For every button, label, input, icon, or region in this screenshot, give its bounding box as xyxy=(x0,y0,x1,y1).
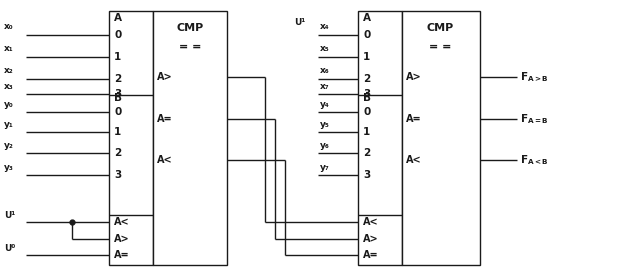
Text: x₅: x₅ xyxy=(320,44,330,53)
Text: 0: 0 xyxy=(114,107,121,117)
Text: A=: A= xyxy=(406,114,422,124)
Text: A>: A> xyxy=(114,234,130,244)
Text: A<: A< xyxy=(406,155,422,165)
Bar xyxy=(153,11,227,265)
Text: = =: = = xyxy=(429,42,452,52)
Text: 3: 3 xyxy=(363,170,371,180)
Text: 3: 3 xyxy=(114,89,121,99)
Text: = =: = = xyxy=(179,42,201,52)
Text: A<: A< xyxy=(363,217,379,227)
Text: A>: A> xyxy=(363,234,379,244)
Text: 3: 3 xyxy=(114,170,121,180)
Text: y₃: y₃ xyxy=(4,163,14,172)
Text: A=: A= xyxy=(157,114,173,124)
Text: A: A xyxy=(114,13,122,23)
Text: x₀: x₀ xyxy=(4,22,13,31)
Text: 1: 1 xyxy=(114,52,121,62)
Text: x₃: x₃ xyxy=(4,82,14,91)
Text: A: A xyxy=(363,13,371,23)
Text: x₄: x₄ xyxy=(320,22,330,31)
Text: A>: A> xyxy=(157,72,173,82)
Text: 0: 0 xyxy=(114,30,121,39)
Text: y₄: y₄ xyxy=(320,100,330,108)
Bar xyxy=(109,11,153,265)
Text: U¹: U¹ xyxy=(294,18,305,26)
Text: A=: A= xyxy=(114,250,130,260)
Text: x₇: x₇ xyxy=(320,82,330,91)
Text: $\mathbf{F_{A>B}}$: $\mathbf{F_{A>B}}$ xyxy=(520,70,549,84)
Text: 0: 0 xyxy=(363,107,371,117)
Text: y₅: y₅ xyxy=(320,120,330,129)
Text: 1: 1 xyxy=(114,128,121,137)
Text: y₀: y₀ xyxy=(4,100,14,108)
Text: 1: 1 xyxy=(363,128,371,137)
Text: A=: A= xyxy=(363,250,379,260)
Text: x₂: x₂ xyxy=(4,67,14,75)
Text: 2: 2 xyxy=(114,74,121,84)
Text: U⁰: U⁰ xyxy=(4,244,15,253)
Text: 2: 2 xyxy=(363,148,371,158)
Text: A<: A< xyxy=(157,155,173,165)
Text: U¹: U¹ xyxy=(4,211,15,220)
Text: $\mathbf{F_{A=B}}$: $\mathbf{F_{A=B}}$ xyxy=(520,112,549,126)
Text: y₁: y₁ xyxy=(4,120,14,129)
Text: A<: A< xyxy=(114,217,130,227)
Text: A>: A> xyxy=(406,72,422,82)
Text: 2: 2 xyxy=(114,148,121,158)
Text: 3: 3 xyxy=(363,89,371,99)
Text: x₁: x₁ xyxy=(4,44,13,53)
Bar xyxy=(402,11,480,265)
Text: CMP: CMP xyxy=(427,23,454,33)
Text: 1: 1 xyxy=(363,52,371,62)
Text: y₂: y₂ xyxy=(4,141,14,150)
Text: x₆: x₆ xyxy=(320,67,330,75)
Text: y₇: y₇ xyxy=(320,163,330,172)
Text: 0: 0 xyxy=(363,30,371,39)
Text: B: B xyxy=(363,93,371,103)
Text: $\mathbf{F_{A<B}}$: $\mathbf{F_{A<B}}$ xyxy=(520,153,549,167)
Text: y₆: y₆ xyxy=(320,141,330,150)
Text: CMP: CMP xyxy=(176,23,204,33)
Text: B: B xyxy=(114,93,122,103)
Bar xyxy=(358,11,402,265)
Text: 2: 2 xyxy=(363,74,371,84)
